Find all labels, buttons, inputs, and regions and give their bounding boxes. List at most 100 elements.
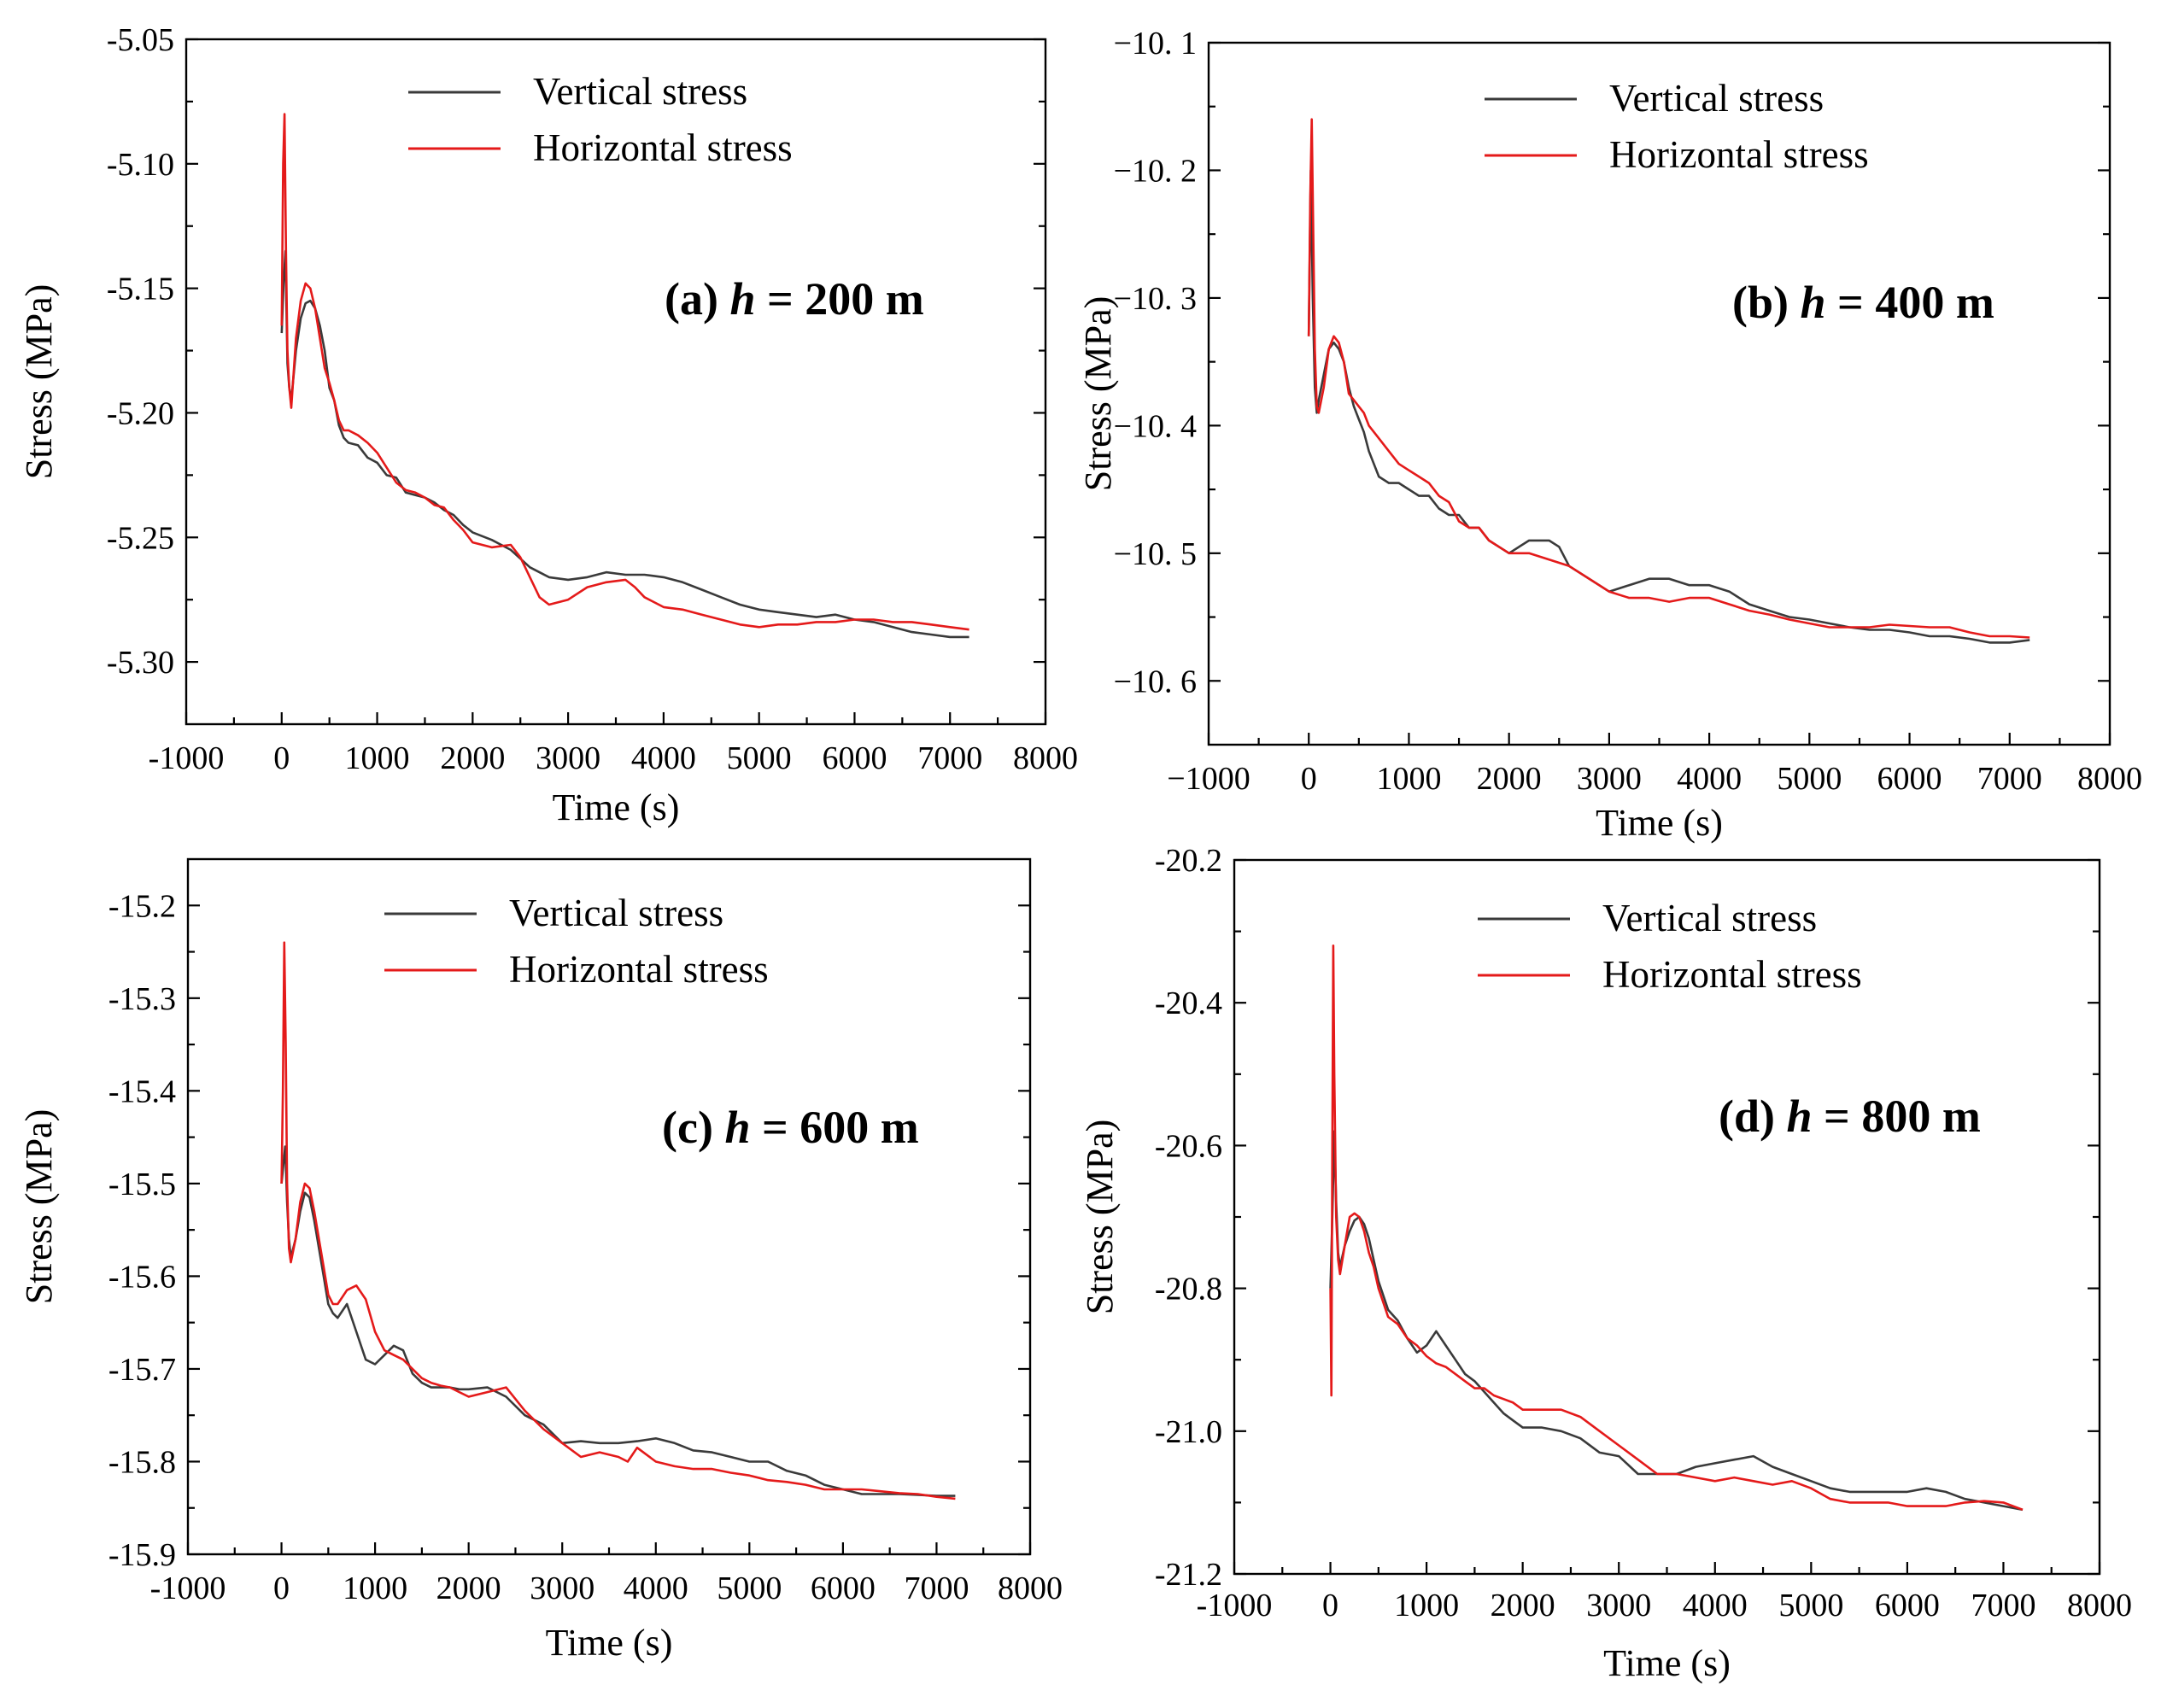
- legend-label-horizontal: Horizontal stress: [1602, 953, 1862, 996]
- y-axis-title: Stress (MPa): [1077, 296, 1119, 492]
- y-axis-title: Stress (MPa): [1079, 1120, 1121, 1315]
- x-tick-label: 3000: [1577, 761, 1642, 797]
- y-tick-label: -21.2: [1155, 1557, 1222, 1593]
- x-axis-title: Time (s): [1596, 802, 1723, 844]
- x-tick-label: 4000: [631, 740, 696, 776]
- x-tick-label: 5000: [1778, 1588, 1843, 1623]
- y-tick-label: -15.5: [108, 1167, 176, 1202]
- x-tick-label: 0: [1322, 1588, 1338, 1623]
- legend-label-vertical: Vertical stress: [509, 892, 723, 934]
- y-tick-label: -15.6: [108, 1259, 176, 1295]
- x-tick-label: -1000: [1197, 1588, 1273, 1623]
- y-tick-label: −10. 5: [1114, 536, 1197, 572]
- x-tick-label: 8000: [1013, 740, 1078, 776]
- legend-label-vertical: Vertical stress: [533, 70, 747, 113]
- y-tick-label: −10. 3: [1114, 281, 1197, 317]
- y-tick-label: -5.05: [107, 22, 174, 58]
- series-line-vertical: [1307, 169, 2030, 644]
- series-group: [280, 113, 969, 639]
- panel-b: −1000 0 1000 2000 3000 4000 5000 6000 7000 8000 −1…: [1077, 26, 2142, 844]
- x-tick-label: 8000: [2077, 761, 2142, 797]
- x-tick-label: 8000: [2067, 1588, 2132, 1623]
- series-line-vertical: [1329, 1130, 2024, 1512]
- x-tick-label: 2000: [1477, 761, 1542, 797]
- y-tick-label: -15.8: [108, 1444, 176, 1480]
- series-line-horizontal: [280, 941, 956, 1500]
- x-tick-label: 7000: [1971, 1588, 2035, 1623]
- x-tick-label: 3000: [536, 740, 600, 776]
- x-tick-label: 1000: [1394, 1588, 1459, 1623]
- y-tick-label: -5.10: [107, 147, 174, 183]
- legend-label-vertical: Vertical stress: [1609, 77, 1824, 120]
- y-tick-label: -15.9: [108, 1537, 176, 1573]
- x-tick-label: 8000: [998, 1571, 1063, 1606]
- y-axis-title: Stress (MPa): [18, 1109, 60, 1305]
- x-tick-label: −1000: [1167, 761, 1250, 797]
- panel-c: -1000 0 1000 2000 3000 4000 5000 6000 7000 8000 -1…: [18, 857, 1063, 1664]
- x-tick-label: 7000: [904, 1571, 969, 1606]
- y-tick-label: -5.15: [107, 272, 174, 307]
- x-axis-title: Time (s): [553, 787, 680, 828]
- panel-label: (a) h = 200 m: [665, 273, 924, 325]
- x-tick-label: 1000: [1376, 761, 1441, 797]
- x-tick-label: 1000: [345, 740, 410, 776]
- y-tick-label: -15.3: [108, 981, 176, 1017]
- series-line-horizontal: [280, 113, 969, 631]
- x-tick-label: 5000: [717, 1571, 782, 1606]
- y-tick-label: -20.6: [1155, 1128, 1222, 1164]
- x-axis-title: Time (s): [1603, 1642, 1731, 1684]
- x-tick-label: -1000: [150, 1571, 226, 1606]
- x-tick-label: 0: [273, 740, 290, 776]
- x-tick-label: 6000: [822, 740, 887, 776]
- x-tick-label: 0: [1301, 761, 1317, 797]
- x-tick-label: 0: [273, 1571, 290, 1606]
- series-line-vertical: [280, 1145, 956, 1497]
- y-tick-label: -20.4: [1155, 986, 1222, 1021]
- y-tick-label: −10. 4: [1114, 408, 1197, 444]
- y-tick-label: −10. 1: [1114, 26, 1197, 61]
- panel-label: (c) h = 600 m: [662, 1102, 919, 1153]
- legend-label-horizontal: Horizontal stress: [509, 948, 769, 991]
- series-group: [1329, 945, 2024, 1512]
- x-tick-label: 2000: [436, 1571, 501, 1606]
- y-tick-label: -20.2: [1155, 843, 1222, 879]
- y-tick-label: -15.2: [108, 888, 176, 924]
- x-tick-label: 4000: [1677, 761, 1742, 797]
- y-tick-label: -5.30: [107, 645, 174, 681]
- x-tick-label: 7000: [917, 740, 982, 776]
- x-tick-label: 7000: [1977, 761, 2042, 797]
- y-tick-label: -15.4: [108, 1073, 176, 1109]
- series-group: [280, 941, 956, 1500]
- legend-label-vertical: Vertical stress: [1602, 897, 1817, 939]
- x-tick-label: 4000: [624, 1571, 688, 1606]
- panel-label: (b) h = 400 m: [1732, 277, 1994, 328]
- x-tick-label: -1000: [149, 740, 225, 776]
- x-tick-label: 6000: [1875, 1588, 1940, 1623]
- series-line-horizontal: [1307, 118, 2030, 639]
- x-tick-label: 1000: [343, 1571, 407, 1606]
- x-tick-label: 5000: [727, 740, 792, 776]
- series-line-horizontal: [1329, 945, 2024, 1512]
- panel-a: -1000 0 1000 2000 3000 4000 5000 6000 7000 8000 -5…: [18, 22, 1078, 828]
- x-tick-label: 3000: [1586, 1588, 1651, 1623]
- y-tick-label: -5.20: [107, 395, 174, 431]
- x-tick-label: 2000: [440, 740, 505, 776]
- legend-label-horizontal: Horizontal stress: [1609, 133, 1869, 176]
- legend-label-horizontal: Horizontal stress: [533, 126, 793, 169]
- x-tick-label: 3000: [530, 1571, 594, 1606]
- x-tick-label: 6000: [1877, 761, 1942, 797]
- x-tick-label: 4000: [1683, 1588, 1748, 1623]
- y-tick-label: −10. 2: [1114, 153, 1197, 189]
- x-tick-label: 2000: [1491, 1588, 1555, 1623]
- panel-d: -1000 0 1000 2000 3000 4000 5000 6000 7000 8000 -2…: [1079, 843, 2132, 1684]
- y-tick-label: −10. 6: [1114, 664, 1197, 699]
- y-tick-label: -21.0: [1155, 1414, 1222, 1450]
- y-tick-label: -20.8: [1155, 1272, 1222, 1307]
- panel-label: (d) h = 800 m: [1719, 1091, 1981, 1142]
- y-axis-title: Stress (MPa): [18, 284, 60, 480]
- x-tick-label: 6000: [811, 1571, 876, 1606]
- y-tick-label: -15.7: [108, 1352, 176, 1388]
- x-tick-label: 5000: [1777, 761, 1842, 797]
